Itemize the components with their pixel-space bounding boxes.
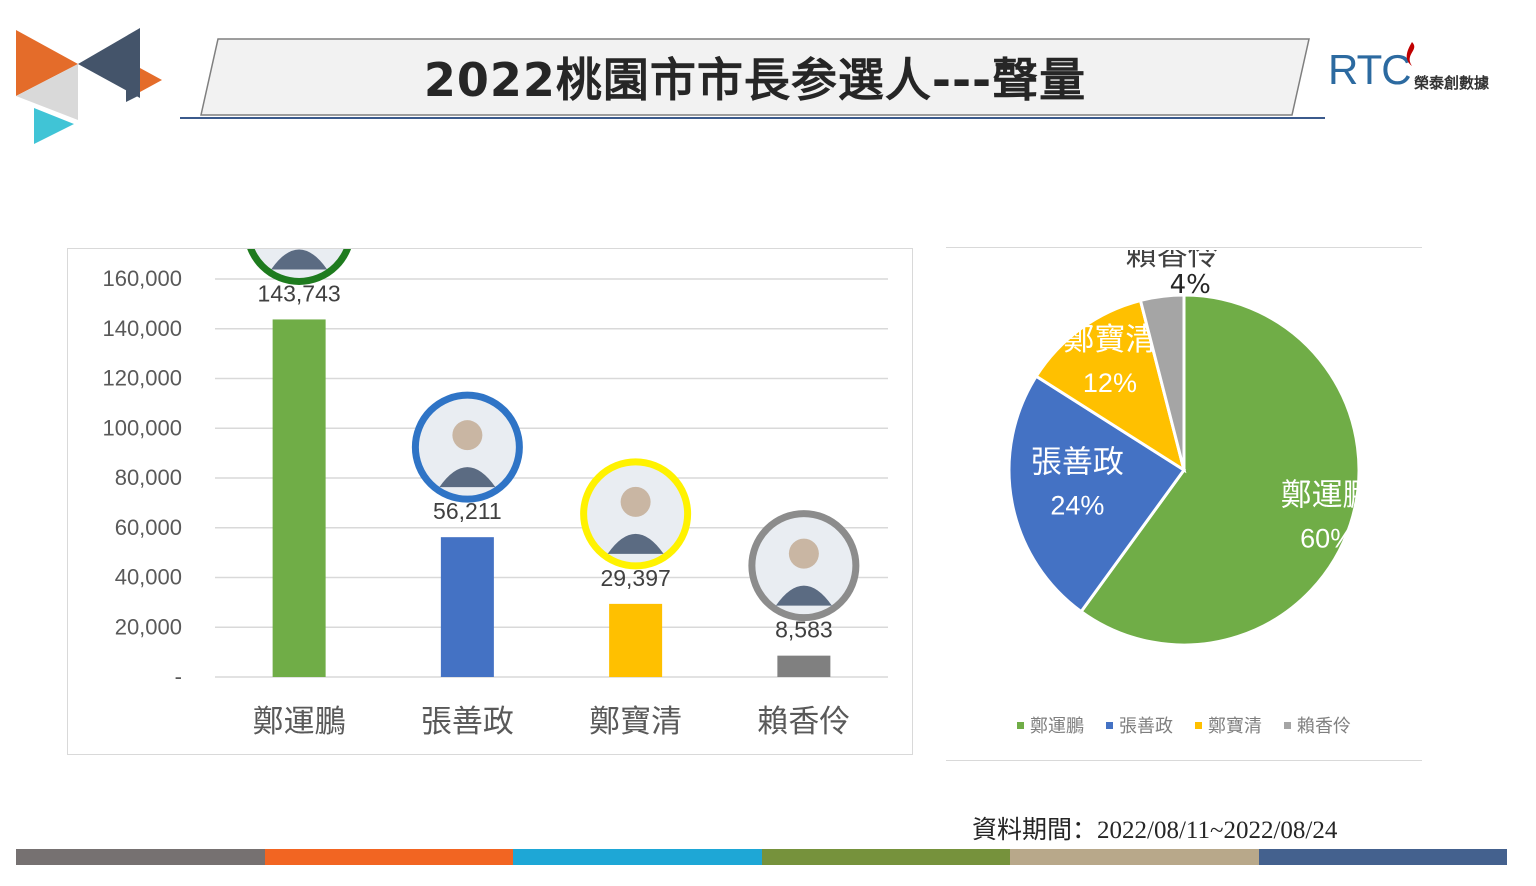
y-tick-label: - — [175, 664, 182, 689]
legend-label: 鄭運鵬 — [1030, 716, 1084, 737]
candidate-avatar — [411, 391, 523, 503]
slice-name-label: 賴香伶 — [1126, 250, 1219, 273]
candidate-avatar — [580, 458, 692, 570]
y-tick-label: 80,000 — [115, 465, 182, 490]
legend-label: 鄭寶清 — [1208, 716, 1262, 737]
slice-value-label: 12% — [1083, 368, 1137, 398]
brand-name: 榮泰創數據 — [1414, 74, 1490, 92]
legend-swatch — [1284, 721, 1291, 729]
avatar-head — [452, 420, 483, 451]
bar — [272, 319, 326, 677]
x-tick-label: 鄭運鵬 — [253, 704, 346, 740]
y-tick-label: 120,000 — [102, 366, 182, 391]
slice-value-label: 4% — [1170, 270, 1211, 300]
slice-name-label: 鄭寶清 — [1063, 322, 1156, 358]
footer-color-strip — [16, 849, 1507, 865]
pie-panel-top-border — [946, 247, 1422, 248]
title-underline — [180, 117, 1325, 119]
bar-chart-panel: - 20,000 40,000 60,000 80,000 100,000 120,000 1… — [67, 248, 913, 755]
strip-segment — [1258, 849, 1507, 865]
slice-value-label: 24% — [1050, 490, 1104, 520]
slice-name-label: 鄭運鵬 — [1281, 478, 1374, 514]
legend-label: 張善政 — [1119, 716, 1173, 737]
pie-slice — [1138, 293, 1186, 471]
strip-segment — [16, 849, 265, 865]
y-tick-label: 60,000 — [115, 515, 182, 540]
page-title: 2022桃園市市長参選人---聲量 — [423, 53, 1087, 107]
slice-value-label: 60% — [1300, 524, 1354, 554]
bar — [609, 603, 663, 677]
y-tick-label: 100,000 — [102, 415, 182, 440]
bar-chart: - 20,000 40,000 60,000 80,000 100,000 120,000 1… — [102, 249, 888, 740]
pie-slice — [1034, 298, 1187, 474]
strip-segment — [264, 849, 513, 865]
y-tick-label: 160,000 — [102, 266, 182, 291]
y-tick-label: 140,000 — [102, 316, 182, 341]
avatar-body — [271, 249, 328, 270]
x-tick-label: 賴香伶 — [757, 704, 850, 740]
rtc-letters: RTC — [1328, 46, 1412, 93]
brand-logo-triangles — [16, 28, 162, 144]
avatar-body — [439, 467, 496, 488]
strip-segment — [761, 849, 1010, 865]
legend-swatch — [1195, 721, 1202, 729]
legend-label: 賴香伶 — [1297, 716, 1351, 737]
legend-swatch — [1106, 721, 1113, 729]
y-tick-label: 40,000 — [115, 565, 182, 590]
strip-segment — [513, 849, 762, 865]
legend-swatch — [1017, 721, 1024, 729]
bar — [777, 655, 831, 677]
avatar-head — [620, 486, 651, 517]
pie-panel-bottom-border — [946, 760, 1422, 761]
bar — [440, 537, 494, 677]
legend-item: 張善政 — [1106, 712, 1173, 738]
pie-slice — [1079, 293, 1361, 647]
legend-item: 鄭運鵬 — [1017, 712, 1084, 738]
avatar-body — [607, 533, 664, 554]
pie-legend: 鄭運鵬 張善政 鄭寶清 賴香伶 — [946, 712, 1422, 738]
rtc-logo: RTC 榮泰創數據 — [1328, 40, 1518, 100]
data-period-note: 資料期間：2022/08/11~2022/08/24 — [972, 817, 1338, 844]
candidate-avatar — [247, 249, 352, 285]
y-tick-label: 20,000 — [115, 614, 182, 639]
x-tick-label: 張善政 — [421, 704, 514, 740]
title-banner: 2022桃園市市長参選人---聲量 — [200, 38, 1310, 116]
avatar-head — [788, 538, 819, 569]
legend-item: 賴香伶 — [1284, 712, 1351, 738]
flame-icon — [1406, 42, 1415, 66]
pie-slice — [1007, 374, 1187, 614]
avatar-body — [775, 585, 832, 606]
legend-item: 鄭寶清 — [1195, 712, 1262, 738]
strip-segment — [1010, 849, 1259, 865]
slice-name-label: 張善政 — [1031, 444, 1124, 480]
candidate-avatar — [748, 510, 860, 622]
x-tick-label: 鄭寶清 — [589, 704, 682, 740]
